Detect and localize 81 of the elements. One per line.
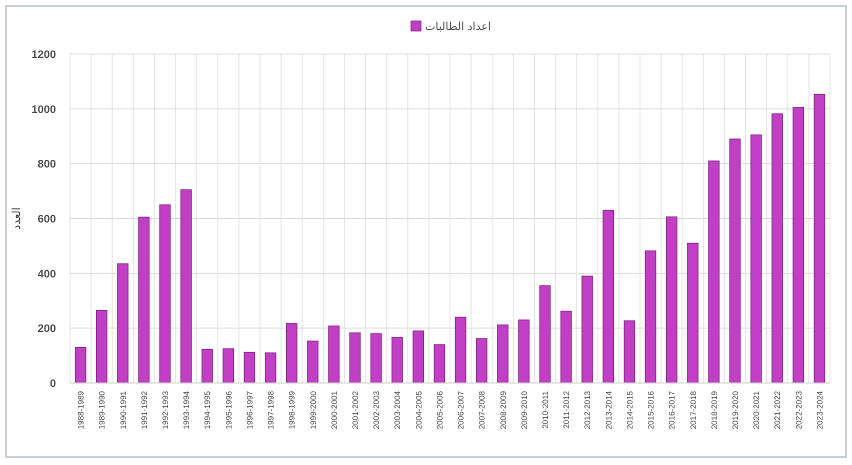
y-tick-label: 200 bbox=[38, 323, 56, 336]
bar bbox=[582, 276, 593, 384]
x-tick-label: 2000-2001 bbox=[330, 390, 339, 430]
x-tick-label: 1993-1994 bbox=[182, 390, 192, 430]
bar bbox=[644, 250, 656, 384]
x-tick-label: 1992-1993 bbox=[161, 390, 170, 430]
y-tick-label: 400 bbox=[38, 268, 56, 280]
bar bbox=[729, 138, 741, 384]
x-tick-label: 1989-1990 bbox=[98, 390, 107, 430]
x-tick-label: 1995-1996 bbox=[224, 390, 234, 430]
bar bbox=[328, 326, 340, 384]
bar bbox=[792, 107, 804, 384]
x-tick-label: 1996-1997 bbox=[245, 390, 254, 430]
x-tick-label: 2007-2008 bbox=[478, 390, 487, 430]
bar bbox=[750, 134, 762, 384]
x-tick-label: 2006-2007 bbox=[456, 390, 466, 430]
bar bbox=[264, 352, 276, 384]
y-tick-label: 600 bbox=[38, 214, 56, 226]
y-tick-label: 1200 bbox=[32, 49, 56, 61]
bar bbox=[497, 324, 508, 384]
bar bbox=[539, 285, 551, 384]
x-tick-label: 2005-2006 bbox=[435, 390, 444, 430]
bar bbox=[814, 94, 826, 384]
x-tick-label: 2015-2016 bbox=[646, 390, 656, 430]
x-tick-label: 2009-2010 bbox=[520, 390, 529, 430]
bar bbox=[434, 344, 446, 384]
bar bbox=[687, 242, 698, 384]
x-tick-label: 2004-2005 bbox=[414, 390, 424, 430]
x-tick-label: 2016-2017 bbox=[668, 390, 677, 430]
x-tick-label: 1998-1999 bbox=[288, 390, 297, 430]
bar bbox=[772, 113, 783, 384]
y-tick-label: 800 bbox=[38, 158, 56, 171]
x-tick-label: 2023-2024 bbox=[815, 390, 824, 430]
y-tick-label: 1000 bbox=[32, 104, 56, 116]
bar bbox=[286, 323, 298, 384]
x-tick-label: 1997-1998 bbox=[266, 390, 276, 430]
x-tick-label: 2020-2021 bbox=[752, 390, 762, 430]
bar bbox=[560, 310, 572, 384]
y-axis-title: العدد bbox=[10, 207, 23, 230]
bar bbox=[518, 320, 530, 384]
bar bbox=[180, 189, 192, 384]
bar bbox=[202, 348, 213, 384]
x-tick-label: 2019-2020 bbox=[731, 390, 740, 430]
x-tick-label: 2002-2003 bbox=[372, 390, 382, 430]
x-tick-label: 2008-2009 bbox=[498, 390, 508, 430]
x-tick-label: 1994-1995 bbox=[203, 390, 212, 430]
bar bbox=[602, 210, 614, 384]
bar bbox=[392, 337, 403, 384]
x-tick-label: 1990-1991 bbox=[118, 390, 128, 430]
x-tick-label: 2021-2022 bbox=[773, 390, 782, 430]
bar bbox=[708, 160, 720, 384]
bar bbox=[349, 332, 361, 384]
bar bbox=[412, 330, 424, 384]
bar bbox=[476, 338, 488, 384]
bar bbox=[454, 316, 466, 384]
x-tick-label: 2011-2012 bbox=[562, 390, 572, 429]
bar bbox=[222, 348, 234, 384]
legend-label: اعداد الطالبات bbox=[424, 20, 492, 33]
x-tick-label: 2001-2002 bbox=[351, 390, 360, 430]
bar bbox=[624, 320, 636, 384]
x-tick-label: 2017-2018 bbox=[688, 390, 698, 430]
bar bbox=[159, 204, 171, 384]
bar bbox=[666, 216, 678, 384]
bar bbox=[370, 333, 382, 384]
x-tick-label: 1988-1989 bbox=[76, 390, 86, 430]
x-tick-label: 1999-2000 bbox=[308, 390, 318, 430]
bar bbox=[138, 216, 150, 384]
x-tick-label: 1991-1992 bbox=[140, 390, 149, 430]
x-tick-label: 2010-2011 bbox=[541, 390, 550, 429]
bar bbox=[117, 263, 128, 384]
x-tick-label: 2013-2014 bbox=[604, 390, 614, 430]
x-tick-label: 2012-2013 bbox=[583, 390, 592, 430]
bar bbox=[96, 310, 108, 384]
x-tick-label: 2003-2004 bbox=[393, 390, 402, 430]
x-tick-label: 2014-2015 bbox=[625, 390, 634, 430]
bar bbox=[74, 346, 86, 384]
bar bbox=[244, 352, 256, 384]
bar bbox=[307, 340, 318, 384]
x-tick-label: 2018-2019 bbox=[710, 390, 719, 430]
x-tick-label: 2022-2023 bbox=[794, 390, 804, 430]
y-tick-label: 0 bbox=[50, 378, 56, 390]
